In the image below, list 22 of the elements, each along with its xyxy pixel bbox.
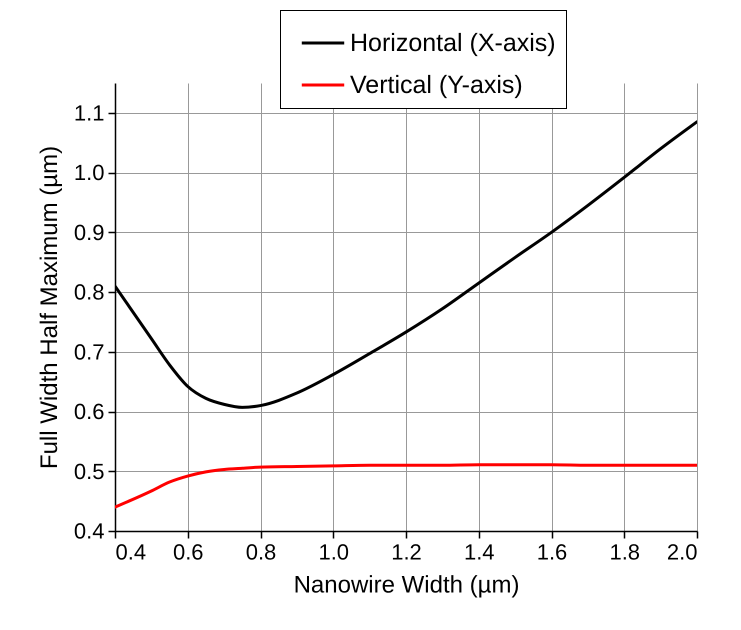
y-tick-label: 0.8	[74, 280, 104, 305]
line-series	[115, 463, 697, 509]
x-tick-label: 1.8	[609, 540, 640, 564]
x-tick-label: 1.6	[536, 540, 568, 564]
x-tick-label: 0.6	[172, 540, 204, 564]
x-tick-label: 2.0	[666, 540, 698, 564]
y-tick-label: 0.9	[74, 220, 104, 245]
y-tick-label: 1.1	[74, 100, 104, 126]
x-tick-label: 1.0	[318, 540, 350, 564]
y-tick-label: 0.5	[74, 458, 104, 484]
y-axis-title: Full Width Half Maximum (µm)	[36, 146, 63, 470]
x-tick-label: 0.8	[246, 540, 276, 564]
y-tick-label: 0.7	[74, 339, 104, 364]
y-tick-label: 0.4	[74, 518, 104, 544]
x-tick-label: 1.2	[391, 540, 422, 564]
y-tick-label: 0.6	[74, 399, 104, 424]
legend-label: Horizontal (X-axis)	[350, 29, 556, 57]
legend-label: Vertical (Y-axis)	[350, 71, 523, 99]
x-tick-label: 1.4	[464, 540, 495, 564]
x-tick-label: 0.4	[116, 540, 146, 564]
x-axis-title: Nanowire Width (µm)	[294, 572, 520, 598]
y-tick-label: 1.0	[74, 160, 104, 186]
